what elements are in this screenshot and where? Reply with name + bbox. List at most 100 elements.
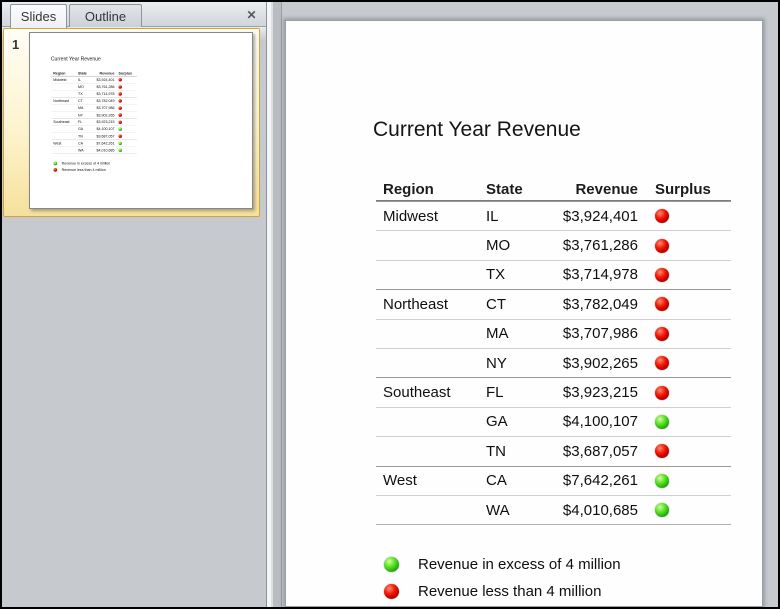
- table-row: TX$3,714,978: [52, 90, 137, 97]
- table-row: WestCA$7,642,261: [376, 466, 731, 495]
- surplus-cell: [114, 113, 136, 116]
- surplus-cell: [638, 356, 731, 370]
- table-row: WA$4,010,685: [52, 147, 137, 154]
- revenue-cell: $3,761,286: [91, 85, 114, 89]
- surplus-cell: [638, 239, 731, 253]
- red-indicator-icon: [119, 113, 122, 116]
- revenue-cell: $3,707,986: [91, 106, 114, 110]
- app-body: Slides Outline ✕ 1 Current Year Revenue …: [2, 2, 778, 607]
- table-row: TN$3,687,057: [376, 436, 731, 465]
- table-row: TN$3,687,057: [52, 133, 137, 140]
- revenue-cell: $7,642,261: [541, 472, 638, 489]
- state-cell: WA: [78, 148, 91, 152]
- region-cell: Northeast: [52, 99, 78, 103]
- tab-outline[interactable]: Outline: [69, 4, 142, 27]
- legend-label: Revenue in excess of 4 million: [418, 556, 621, 573]
- revenue-cell: $3,782,049: [541, 296, 638, 313]
- slide-title[interactable]: Current Year Revenue: [373, 115, 581, 145]
- state-cell: CT: [486, 296, 541, 313]
- region-cell: West: [376, 472, 486, 489]
- state-cell: CA: [78, 141, 91, 145]
- surplus-cell: [114, 106, 136, 109]
- green-indicator-icon: [119, 128, 122, 131]
- slide-number: 1: [12, 37, 19, 52]
- revenue-table[interactable]: RegionStateRevenueSurplusMidwestIL$3,924…: [376, 179, 731, 525]
- region-cell: Midwest: [376, 208, 486, 225]
- red-indicator-icon: [655, 386, 669, 400]
- table-row: NY$3,902,265: [52, 111, 137, 118]
- red-indicator-icon: [655, 268, 669, 282]
- state-cell: GA: [78, 127, 91, 131]
- state-cell: NY: [78, 113, 91, 117]
- legend-item: Revenue in excess of 4 million: [384, 551, 621, 578]
- revenue-cell: $3,782,049: [91, 99, 114, 103]
- red-indicator-icon: [655, 356, 669, 370]
- column-header-region: Region: [52, 71, 78, 75]
- tab-slides-label: Slides: [21, 9, 56, 24]
- column-header-revenue: Revenue: [91, 71, 114, 75]
- state-cell: NY: [486, 355, 541, 372]
- tab-slides[interactable]: Slides: [10, 4, 67, 28]
- table-header-row: RegionStateRevenueSurplus: [52, 71, 137, 76]
- green-legend-icon: [54, 162, 58, 166]
- column-header-state: State: [486, 181, 541, 198]
- revenue-cell: $7,642,261: [91, 141, 114, 145]
- revenue-cell: $4,100,107: [541, 413, 638, 430]
- surplus-cell: [638, 415, 731, 429]
- table-row: MO$3,761,286: [52, 83, 137, 90]
- revenue-cell: $3,923,215: [91, 120, 114, 124]
- state-cell: MO: [486, 237, 541, 254]
- pane-splitter[interactable]: [266, 2, 282, 607]
- surplus-cell: [638, 327, 731, 341]
- surplus-cell: [638, 268, 731, 282]
- slide-canvas[interactable]: Current Year Revenue RegionStateRevenueS…: [285, 20, 763, 607]
- revenue-cell: $3,714,978: [91, 92, 114, 96]
- table-header-row: RegionStateRevenueSurplus: [376, 179, 731, 201]
- table-row: MA$3,707,986: [52, 104, 137, 111]
- state-cell: MO: [78, 85, 91, 89]
- state-cell: TN: [78, 134, 91, 138]
- legend-item: Revenue less than 4 million: [384, 578, 621, 605]
- red-indicator-icon: [119, 85, 122, 88]
- table-row: NY$3,902,265: [376, 348, 731, 377]
- legend-label: Revenue in excess of 4 million: [62, 161, 111, 165]
- state-cell: MA: [486, 325, 541, 342]
- surplus-cell: [114, 92, 136, 95]
- thumbnails-area[interactable]: 1 Current Year Revenue RegionStateRevenu…: [2, 27, 266, 607]
- red-indicator-icon: [655, 327, 669, 341]
- legend[interactable]: Revenue in excess of 4 million Revenue le…: [384, 551, 621, 605]
- region-cell: Southeast: [52, 120, 78, 124]
- table-row: MidwestIL$3,924,401: [376, 201, 731, 230]
- red-indicator-icon: [119, 106, 122, 109]
- surplus-cell: [638, 297, 731, 311]
- slide-content: Current Year Revenue RegionStateRevenueS…: [30, 33, 145, 182]
- revenue-table[interactable]: RegionStateRevenueSurplusMidwestIL$3,924…: [52, 71, 137, 154]
- revenue-cell: $3,687,057: [91, 134, 114, 138]
- slide-thumbnail-cell[interactable]: 1 Current Year Revenue RegionStateRevenu…: [3, 28, 260, 217]
- slide-thumbnail[interactable]: Current Year Revenue RegionStateRevenueS…: [29, 32, 253, 209]
- revenue-cell: $3,902,265: [541, 355, 638, 372]
- slide-title[interactable]: Current Year Revenue: [51, 56, 101, 63]
- revenue-cell: $3,924,401: [91, 78, 114, 82]
- legend[interactable]: Revenue in excess of 4 million Revenue le…: [54, 160, 111, 173]
- revenue-cell: $3,923,215: [541, 384, 638, 401]
- table-row: SoutheastFL$3,923,215: [52, 119, 137, 126]
- region-cell: Southeast: [376, 384, 486, 401]
- column-header-revenue: Revenue: [541, 181, 638, 198]
- red-indicator-icon: [655, 297, 669, 311]
- surplus-cell: [638, 474, 731, 488]
- table-row: TX$3,714,978: [376, 260, 731, 289]
- state-cell: TN: [486, 443, 541, 460]
- slides-pane: Slides Outline ✕ 1 Current Year Revenue …: [2, 2, 266, 607]
- legend-item: Revenue less than 4 million: [54, 167, 111, 173]
- table-row: GA$4,100,107: [376, 407, 731, 436]
- red-indicator-icon: [119, 99, 122, 102]
- slide-editor-area[interactable]: Current Year Revenue RegionStateRevenueS…: [282, 2, 778, 607]
- column-header-surplus: Surplus: [114, 71, 136, 75]
- state-cell: GA: [486, 413, 541, 430]
- revenue-cell: $3,902,265: [91, 113, 114, 117]
- green-indicator-icon: [119, 142, 122, 145]
- close-icon[interactable]: ✕: [244, 7, 259, 22]
- revenue-cell: $4,100,107: [91, 127, 114, 131]
- state-cell: FL: [486, 384, 541, 401]
